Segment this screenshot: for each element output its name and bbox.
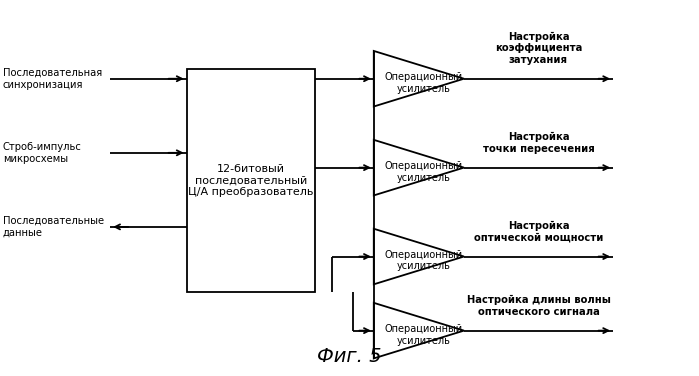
- Text: Операционный
усилитель: Операционный усилитель: [384, 161, 463, 183]
- Polygon shape: [374, 140, 464, 196]
- Text: Фиг. 5: Фиг. 5: [317, 347, 382, 366]
- Text: Операционный
усилитель: Операционный усилитель: [384, 250, 463, 271]
- Text: Настройка
оптической мощности: Настройка оптической мощности: [474, 221, 603, 243]
- Polygon shape: [374, 303, 464, 358]
- Text: Настройка
точки пересечения: Настройка точки пересечения: [482, 132, 594, 154]
- Text: 12-битовый
последовательный
Ц/А преобразователь: 12-битовый последовательный Ц/А преобраз…: [188, 164, 313, 197]
- Text: Настройка
коэффициента
затухания: Настройка коэффициента затухания: [495, 32, 582, 65]
- Text: Настройка длины волны
оптического сигнала: Настройка длины волны оптического сигнал…: [466, 295, 610, 317]
- Bar: [187, 70, 315, 292]
- Text: Операционный
усилитель: Операционный усилитель: [384, 324, 463, 346]
- Text: Последовательная
синхронизация: Последовательная синхронизация: [3, 68, 102, 89]
- Text: Последовательные
данные: Последовательные данные: [3, 216, 104, 238]
- Text: Строб-импульс
микросхемы: Строб-импульс микросхемы: [3, 142, 82, 164]
- Text: Операционный
усилитель: Операционный усилитель: [384, 72, 463, 94]
- Polygon shape: [374, 229, 464, 284]
- Polygon shape: [374, 51, 464, 106]
